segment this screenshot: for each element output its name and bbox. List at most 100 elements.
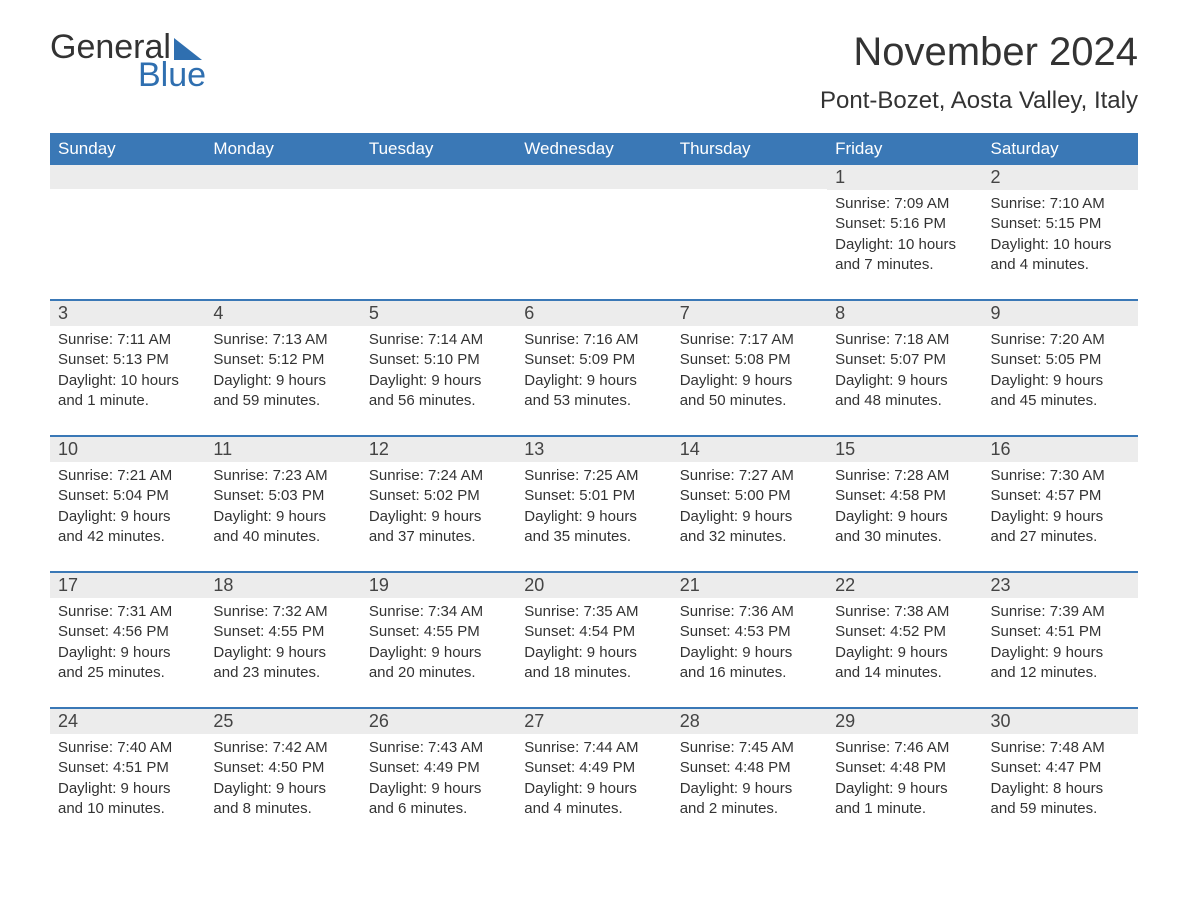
title-block: November 2024 Pont-Bozet, Aosta Valley, …: [820, 30, 1138, 115]
day-number: 21: [672, 573, 827, 598]
calendar-day: 14Sunrise: 7:27 AMSunset: 5:00 PMDayligh…: [672, 437, 827, 553]
day-number: 25: [205, 709, 360, 734]
weekday-header: Tuesday: [361, 133, 516, 165]
day-number: 16: [983, 437, 1138, 462]
daylight-text-2: and 6 minutes.: [369, 799, 508, 819]
month-title: November 2024: [820, 30, 1138, 75]
sunrise-text: Sunrise: 7:18 AM: [835, 330, 974, 350]
day-number: 23: [983, 573, 1138, 598]
daylight-text-2: and 8 minutes.: [213, 799, 352, 819]
day-details: Sunrise: 7:14 AMSunset: 5:10 PMDaylight:…: [361, 326, 516, 417]
day-number: 14: [672, 437, 827, 462]
calendar-day: 21Sunrise: 7:36 AMSunset: 4:53 PMDayligh…: [672, 573, 827, 689]
day-details: Sunrise: 7:45 AMSunset: 4:48 PMDaylight:…: [672, 734, 827, 825]
calendar-day: 17Sunrise: 7:31 AMSunset: 4:56 PMDayligh…: [50, 573, 205, 689]
daylight-text-2: and 35 minutes.: [524, 527, 663, 547]
sunrise-text: Sunrise: 7:16 AM: [524, 330, 663, 350]
day-details: Sunrise: 7:43 AMSunset: 4:49 PMDaylight:…: [361, 734, 516, 825]
calendar-day: 1Sunrise: 7:09 AMSunset: 5:16 PMDaylight…: [827, 165, 982, 281]
daylight-text: Daylight: 9 hours: [835, 371, 974, 391]
daylight-text-2: and 30 minutes.: [835, 527, 974, 547]
sunrise-text: Sunrise: 7:35 AM: [524, 602, 663, 622]
calendar-day: 19Sunrise: 7:34 AMSunset: 4:55 PMDayligh…: [361, 573, 516, 689]
daylight-text: Daylight: 9 hours: [369, 371, 508, 391]
day-details: Sunrise: 7:09 AMSunset: 5:16 PMDaylight:…: [827, 190, 982, 281]
sunset-text: Sunset: 4:48 PM: [680, 758, 819, 778]
day-number: 22: [827, 573, 982, 598]
day-number: 20: [516, 573, 671, 598]
day-details: Sunrise: 7:23 AMSunset: 5:03 PMDaylight:…: [205, 462, 360, 553]
sunrise-text: Sunrise: 7:10 AM: [991, 194, 1130, 214]
day-number: 11: [205, 437, 360, 462]
day-number: 10: [50, 437, 205, 462]
day-details: Sunrise: 7:20 AMSunset: 5:05 PMDaylight:…: [983, 326, 1138, 417]
calendar-day: 3Sunrise: 7:11 AMSunset: 5:13 PMDaylight…: [50, 301, 205, 417]
day-number: 27: [516, 709, 671, 734]
weekday-header: Wednesday: [516, 133, 671, 165]
daylight-text-2: and 4 minutes.: [524, 799, 663, 819]
calendar-day: 12Sunrise: 7:24 AMSunset: 5:02 PMDayligh…: [361, 437, 516, 553]
daylight-text-2: and 59 minutes.: [213, 391, 352, 411]
day-number: 3: [50, 301, 205, 326]
daylight-text: Daylight: 10 hours: [991, 235, 1130, 255]
sunset-text: Sunset: 4:51 PM: [991, 622, 1130, 642]
sunrise-text: Sunrise: 7:17 AM: [680, 330, 819, 350]
day-details: Sunrise: 7:13 AMSunset: 5:12 PMDaylight:…: [205, 326, 360, 417]
calendar-day: 26Sunrise: 7:43 AMSunset: 4:49 PMDayligh…: [361, 709, 516, 825]
sunrise-text: Sunrise: 7:39 AM: [991, 602, 1130, 622]
daylight-text: Daylight: 9 hours: [524, 779, 663, 799]
sunrise-text: Sunrise: 7:34 AM: [369, 602, 508, 622]
calendar-day: 24Sunrise: 7:40 AMSunset: 4:51 PMDayligh…: [50, 709, 205, 825]
sunset-text: Sunset: 4:55 PM: [213, 622, 352, 642]
sunrise-text: Sunrise: 7:31 AM: [58, 602, 197, 622]
daylight-text-2: and 42 minutes.: [58, 527, 197, 547]
weekday-header: Saturday: [983, 133, 1138, 165]
calendar-day: 5Sunrise: 7:14 AMSunset: 5:10 PMDaylight…: [361, 301, 516, 417]
day-number: 18: [205, 573, 360, 598]
day-number: 6: [516, 301, 671, 326]
day-details: Sunrise: 7:48 AMSunset: 4:47 PMDaylight:…: [983, 734, 1138, 825]
sunrise-text: Sunrise: 7:36 AM: [680, 602, 819, 622]
weekday-header: Friday: [827, 133, 982, 165]
calendar-day: 23Sunrise: 7:39 AMSunset: 4:51 PMDayligh…: [983, 573, 1138, 689]
sunrise-text: Sunrise: 7:24 AM: [369, 466, 508, 486]
daylight-text: Daylight: 9 hours: [680, 371, 819, 391]
day-details: Sunrise: 7:39 AMSunset: 4:51 PMDaylight:…: [983, 598, 1138, 689]
header-area: General Blue November 2024 Pont-Bozet, A…: [50, 30, 1138, 115]
daylight-text: Daylight: 10 hours: [58, 371, 197, 391]
daylight-text: Daylight: 9 hours: [369, 779, 508, 799]
calendar-day-empty: [50, 165, 205, 281]
day-number: 5: [361, 301, 516, 326]
daylight-text-2: and 12 minutes.: [991, 663, 1130, 683]
calendar-day: 11Sunrise: 7:23 AMSunset: 5:03 PMDayligh…: [205, 437, 360, 553]
day-number: 29: [827, 709, 982, 734]
daylight-text-2: and 53 minutes.: [524, 391, 663, 411]
day-number: 8: [827, 301, 982, 326]
weekday-header: Sunday: [50, 133, 205, 165]
day-number: [516, 165, 671, 189]
sunrise-text: Sunrise: 7:40 AM: [58, 738, 197, 758]
day-number: 4: [205, 301, 360, 326]
day-details: Sunrise: 7:38 AMSunset: 4:52 PMDaylight:…: [827, 598, 982, 689]
day-number: 13: [516, 437, 671, 462]
calendar-day-empty: [205, 165, 360, 281]
sunset-text: Sunset: 4:58 PM: [835, 486, 974, 506]
sunset-text: Sunset: 5:13 PM: [58, 350, 197, 370]
day-number: [361, 165, 516, 189]
daylight-text-2: and 10 minutes.: [58, 799, 197, 819]
sunset-text: Sunset: 5:04 PM: [58, 486, 197, 506]
daylight-text: Daylight: 9 hours: [680, 507, 819, 527]
calendar-day: 10Sunrise: 7:21 AMSunset: 5:04 PMDayligh…: [50, 437, 205, 553]
sunset-text: Sunset: 4:48 PM: [835, 758, 974, 778]
sunrise-text: Sunrise: 7:42 AM: [213, 738, 352, 758]
sunset-text: Sunset: 4:53 PM: [680, 622, 819, 642]
calendar-week: 3Sunrise: 7:11 AMSunset: 5:13 PMDaylight…: [50, 299, 1138, 417]
sunrise-text: Sunrise: 7:27 AM: [680, 466, 819, 486]
day-details: Sunrise: 7:24 AMSunset: 5:02 PMDaylight:…: [361, 462, 516, 553]
calendar-day: 2Sunrise: 7:10 AMSunset: 5:15 PMDaylight…: [983, 165, 1138, 281]
daylight-text: Daylight: 9 hours: [835, 643, 974, 663]
sunset-text: Sunset: 5:01 PM: [524, 486, 663, 506]
daylight-text: Daylight: 9 hours: [58, 507, 197, 527]
sunset-text: Sunset: 4:56 PM: [58, 622, 197, 642]
day-number: [50, 165, 205, 189]
